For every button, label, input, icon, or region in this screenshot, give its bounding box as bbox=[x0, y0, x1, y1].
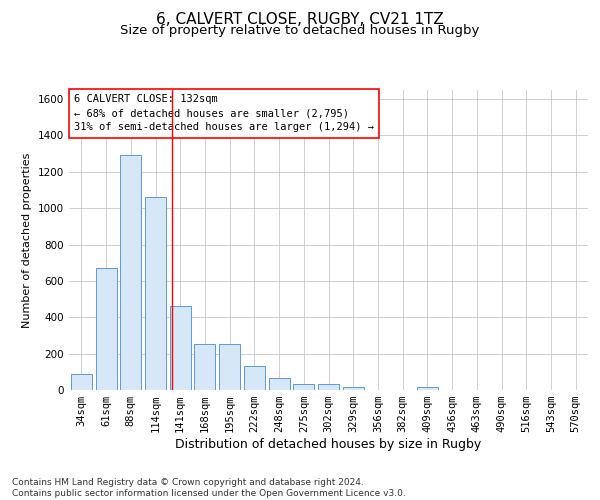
X-axis label: Distribution of detached houses by size in Rugby: Distribution of detached houses by size … bbox=[175, 438, 482, 451]
Y-axis label: Number of detached properties: Number of detached properties bbox=[22, 152, 32, 328]
Text: 6, CALVERT CLOSE, RUGBY, CV21 1TZ: 6, CALVERT CLOSE, RUGBY, CV21 1TZ bbox=[156, 12, 444, 28]
Text: 6 CALVERT CLOSE: 132sqm
← 68% of detached houses are smaller (2,795)
31% of semi: 6 CALVERT CLOSE: 132sqm ← 68% of detache… bbox=[74, 94, 374, 132]
Text: Size of property relative to detached houses in Rugby: Size of property relative to detached ho… bbox=[121, 24, 479, 37]
Bar bbox=[145, 198, 166, 390]
Text: Contains HM Land Registry data © Crown copyright and database right 2024.
Contai: Contains HM Land Registry data © Crown c… bbox=[12, 478, 406, 498]
Bar bbox=[95, 268, 116, 390]
Bar bbox=[244, 366, 265, 390]
Bar bbox=[71, 374, 92, 390]
Bar bbox=[170, 306, 191, 390]
Bar bbox=[120, 154, 141, 390]
Bar bbox=[194, 344, 215, 390]
Bar bbox=[269, 378, 290, 390]
Bar bbox=[293, 384, 314, 390]
Bar bbox=[219, 344, 240, 390]
Bar bbox=[417, 388, 438, 390]
Bar bbox=[343, 388, 364, 390]
Bar bbox=[318, 384, 339, 390]
